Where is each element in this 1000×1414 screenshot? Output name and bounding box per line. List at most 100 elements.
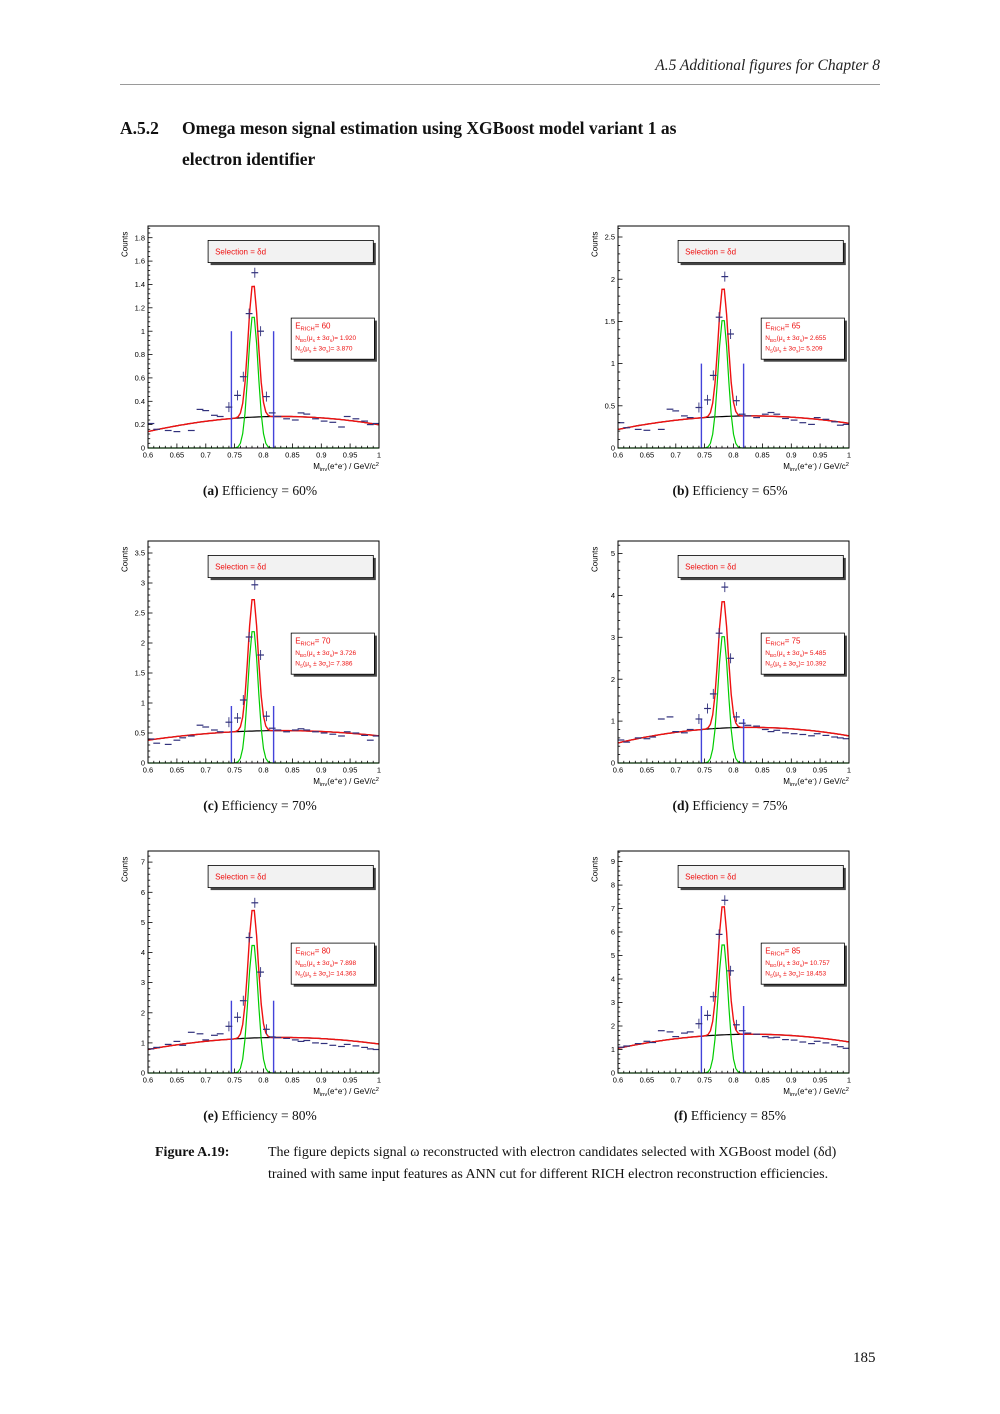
svg-text:Selection = δd: Selection = δd xyxy=(215,248,266,257)
svg-text:1: 1 xyxy=(377,451,381,460)
svg-text:1: 1 xyxy=(611,717,615,726)
svg-text:0.6: 0.6 xyxy=(143,1076,153,1085)
plot-d: 0.6 0.65 0.7 0.75 0.8 0.85 0.9 0.95 1 0 1 2 3 4 5 Count… xyxy=(588,528,872,814)
plot-c-caption-label: (c) xyxy=(203,798,219,813)
svg-text:0.6: 0.6 xyxy=(143,766,153,775)
svg-text:0.8: 0.8 xyxy=(728,766,738,775)
svg-text:1: 1 xyxy=(847,1076,851,1085)
svg-text:0.7: 0.7 xyxy=(670,1076,680,1085)
svg-text:0.9: 0.9 xyxy=(786,1076,796,1085)
plot-b-chart: 0.6 0.65 0.7 0.75 0.8 0.85 0.9 0.95 1 0 0.5 1 1.5 2 2.… xyxy=(588,213,872,475)
data-markers xyxy=(617,582,850,743)
svg-text:1: 1 xyxy=(141,699,145,708)
total-fit-curve xyxy=(617,288,850,431)
section-title-line2: electron identifier xyxy=(182,148,316,169)
axis-tick-labels: 0.6 0.65 0.7 0.75 0.8 0.85 0.9 0.95 1 0 1 2 3 4 5 6 7 xyxy=(141,858,381,1085)
svg-text:0.75: 0.75 xyxy=(227,766,242,775)
svg-text:7: 7 xyxy=(141,858,145,867)
selection-box: Selection = δd xyxy=(677,554,846,581)
svg-text:6: 6 xyxy=(611,928,615,937)
svg-text:0: 0 xyxy=(141,1069,145,1078)
svg-text:0.7: 0.7 xyxy=(200,1076,210,1085)
stats-box: ERICH= 65 NBG(μs ± 3σs)= 2.655 NS(μs ± 3σs… xyxy=(760,317,847,362)
svg-text:0.9: 0.9 xyxy=(316,766,326,775)
svg-text:5: 5 xyxy=(611,951,615,960)
svg-text:0.75: 0.75 xyxy=(697,1076,712,1085)
plot-a-chart: 0.6 0.65 0.7 0.75 0.8 0.85 0.9 0.95 1 0 0.2 0.4 0.6 0… xyxy=(118,213,402,475)
plot-frame xyxy=(147,850,380,1074)
svg-text:NS(μs ± 3σs)= 14.363: NS(μs ± 3σs)= 14.363 xyxy=(295,971,356,979)
plot-f: 0.6 0.65 0.7 0.75 0.8 0.85 0.9 0.95 1 0 1 2 3 4 5 6 7 8 9 C… xyxy=(588,838,872,1124)
plot-b-caption: (b) Efficiency = 65% xyxy=(588,483,872,499)
selection-box: Selection = δd xyxy=(677,864,846,891)
figure-caption-text: The figure depicts signal ω reconstructe… xyxy=(268,1145,837,1183)
plot-f-caption-text: Efficiency = 85% xyxy=(690,1108,786,1123)
svg-text:ERICH= 70: ERICH= 70 xyxy=(295,637,331,648)
stats-box: ERICH= 70 NBG(μs ± 3σs)= 3.726 NS(μs ± 3σs… xyxy=(290,632,377,677)
svg-text:3.5: 3.5 xyxy=(135,549,145,558)
svg-text:0.6: 0.6 xyxy=(613,451,623,460)
header-rule xyxy=(120,84,880,85)
svg-text:0.5: 0.5 xyxy=(135,729,145,738)
svg-text:2: 2 xyxy=(611,275,615,284)
svg-text:0.6: 0.6 xyxy=(613,766,623,775)
svg-text:7: 7 xyxy=(611,904,615,913)
total-fit-curve xyxy=(617,906,850,1049)
svg-text:5: 5 xyxy=(141,918,145,927)
plot-d-caption-label: (d) xyxy=(672,798,690,813)
svg-text:NBG(μs ± 3σs)= 10.757: NBG(μs ± 3σs)= 10.757 xyxy=(765,960,830,968)
plot-c-caption-text: Efficiency = 70% xyxy=(221,798,317,813)
svg-text:Selection = δd: Selection = δd xyxy=(685,248,736,257)
axis-tick-labels: 0.6 0.65 0.7 0.75 0.8 0.85 0.9 0.95 1 0 0.5 1 1.5 2 2.… xyxy=(135,549,382,775)
data-markers xyxy=(617,895,850,1049)
figure-caption: Figure A.19: The figure depicts signal ω… xyxy=(155,1142,867,1187)
svg-text:9: 9 xyxy=(611,857,615,866)
svg-text:0.95: 0.95 xyxy=(813,766,828,775)
running-head: A.5 Additional figures for Chapter 8 xyxy=(655,57,880,74)
signal-window-lines xyxy=(230,331,275,448)
svg-text:0.6: 0.6 xyxy=(613,1076,623,1085)
svg-text:0.85: 0.85 xyxy=(755,1076,770,1085)
svg-text:4: 4 xyxy=(611,975,615,984)
total-fit-curve xyxy=(617,600,850,744)
svg-text:4: 4 xyxy=(141,948,145,957)
svg-text:0.85: 0.85 xyxy=(285,1076,300,1085)
svg-text:4: 4 xyxy=(611,591,615,600)
svg-text:1.8: 1.8 xyxy=(135,233,145,242)
svg-text:2: 2 xyxy=(611,675,615,684)
svg-text:0.8: 0.8 xyxy=(135,350,145,359)
figure-caption-label: Figure A.19: xyxy=(155,1145,230,1160)
svg-text:0.8: 0.8 xyxy=(258,1076,268,1085)
svg-text:Selection = δd: Selection = δd xyxy=(685,873,736,882)
y-axis-title: Counts xyxy=(121,857,130,882)
svg-text:1: 1 xyxy=(141,1039,145,1048)
svg-text:ERICH= 75: ERICH= 75 xyxy=(765,637,801,648)
svg-text:1.5: 1.5 xyxy=(605,317,615,326)
svg-text:0: 0 xyxy=(141,759,145,768)
plot-e-caption-label: (e) xyxy=(203,1108,219,1123)
plot-c: 0.6 0.65 0.7 0.75 0.8 0.85 0.9 0.95 1 0 0.5 1 1.5 2 2.… xyxy=(118,528,402,814)
svg-text:0.65: 0.65 xyxy=(640,1076,655,1085)
svg-text:1: 1 xyxy=(377,766,381,775)
y-axis-title: Counts xyxy=(591,857,600,882)
plot-frame xyxy=(617,225,850,449)
svg-text:0.7: 0.7 xyxy=(200,451,210,460)
axis-tick-labels: 0.6 0.65 0.7 0.75 0.8 0.85 0.9 0.95 1 0 0.5 1 1.5 2 2.… xyxy=(605,233,852,460)
svg-text:1: 1 xyxy=(611,1045,615,1054)
svg-text:2: 2 xyxy=(611,1022,615,1031)
svg-text:0.2: 0.2 xyxy=(135,420,145,429)
y-axis-title: Counts xyxy=(591,232,600,257)
svg-text:NBG(μs ± 3σs)= 5.485: NBG(μs ± 3σs)= 5.485 xyxy=(765,650,826,658)
svg-text:0.8: 0.8 xyxy=(258,451,268,460)
y-axis-title: Counts xyxy=(591,547,600,572)
plot-a-caption-text: Efficiency = 60% xyxy=(222,483,318,498)
svg-text:0: 0 xyxy=(141,444,145,453)
svg-text:0.75: 0.75 xyxy=(697,451,712,460)
svg-text:1.2: 1.2 xyxy=(135,303,145,312)
plot-frame xyxy=(147,225,380,449)
x-axis-title: Minv(e+e-) / GeV/c2 xyxy=(313,1087,379,1098)
plot-b-caption-text: Efficiency = 65% xyxy=(692,483,788,498)
svg-text:0.9: 0.9 xyxy=(786,451,796,460)
svg-text:3: 3 xyxy=(611,633,615,642)
